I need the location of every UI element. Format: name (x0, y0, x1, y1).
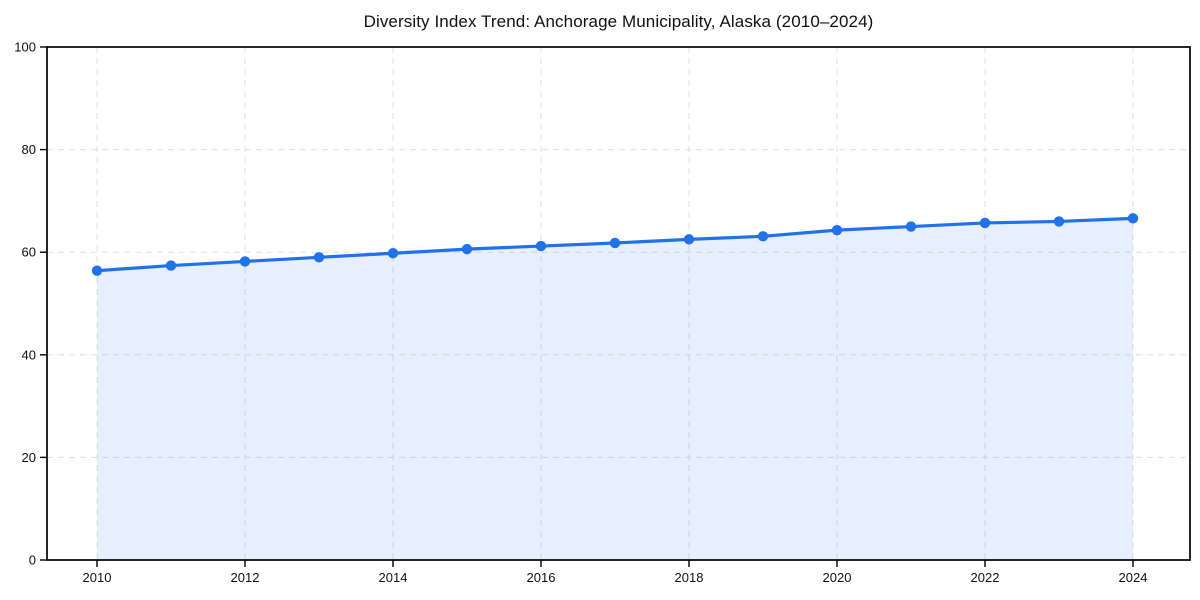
x-tick-label: 2016 (527, 570, 556, 585)
axis-tick-labels: 0 20 40 60 80 100 2010 2012 2014 2016 2018 2020 2022… (14, 40, 1147, 586)
data-point-2020 (831, 224, 843, 236)
data-point-2022 (979, 217, 991, 229)
x-tick-label: 2014 (379, 570, 408, 585)
area-fill (97, 218, 1133, 561)
data-points (91, 213, 1139, 276)
data-point-2010 (91, 265, 103, 276)
x-tick-label: 2024 (1119, 570, 1148, 585)
x-tick-label: 2022 (971, 570, 1000, 585)
x-tick-label: 2018 (675, 570, 704, 585)
x-tick-label: 2010 (83, 570, 112, 585)
data-point-2011 (165, 260, 177, 271)
gridlines (47, 47, 1190, 560)
data-point-2023 (1053, 216, 1065, 227)
data-point-2013 (313, 252, 325, 263)
y-tick-label: 60 (22, 245, 36, 260)
chart-title: Diversity Index Trend: Anchorage Municip… (363, 12, 874, 31)
data-point-2018 (683, 234, 695, 245)
axis-ticks (40, 46, 1134, 567)
y-tick-label: 0 (29, 553, 36, 568)
data-point-2016 (535, 240, 547, 252)
data-point-2014 (387, 248, 399, 259)
data-point-2019 (757, 231, 769, 242)
data-point-2021 (905, 221, 917, 232)
data-point-2012 (239, 256, 251, 267)
y-tick-label: 20 (22, 450, 36, 465)
x-tick-label: 2012 (231, 570, 260, 585)
axis-frame (46, 46, 1191, 561)
x-tick-label: 2020 (823, 570, 852, 585)
data-point-2024 (1127, 213, 1139, 224)
data-point-2015 (461, 243, 473, 255)
data-point-2017 (609, 237, 621, 249)
y-tick-label: 80 (22, 142, 36, 157)
y-tick-label: 40 (22, 347, 36, 362)
y-tick-label: 100 (14, 40, 36, 55)
